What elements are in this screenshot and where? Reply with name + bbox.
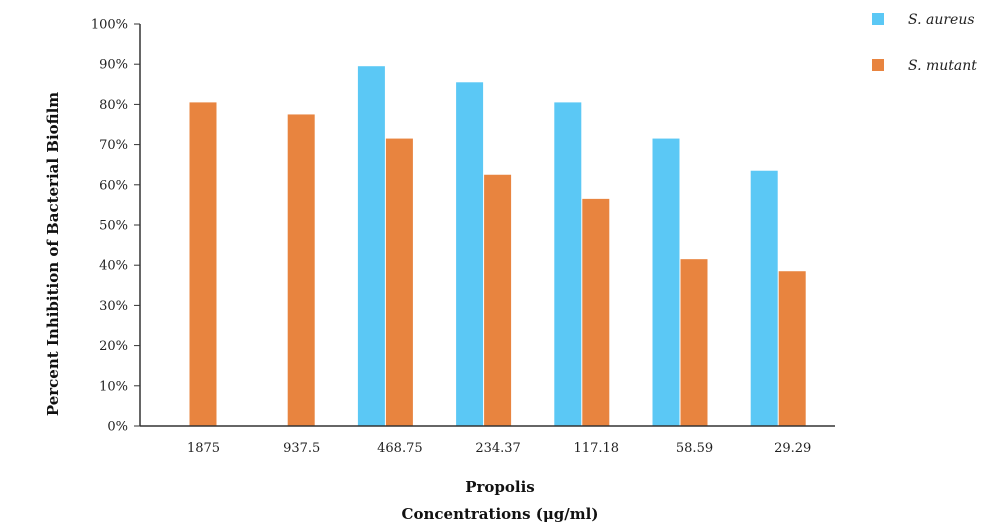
legend: S. aureus S. mutant (872, 12, 977, 74)
bar-s-aureus-29_29 (750, 170, 778, 426)
y-tick-label: 90% (99, 58, 128, 73)
bar-s-mutant-234_37 (484, 174, 512, 426)
y-tick-label: 100% (91, 18, 128, 33)
y-tick-label: 20% (99, 339, 128, 354)
y-tick-label: 50% (99, 219, 128, 234)
x-tick-label: 468.75 (377, 441, 423, 456)
x-tick-label: 1875 (187, 441, 220, 456)
bar-s-mutant-117_18 (582, 198, 610, 426)
legend-swatch (872, 59, 884, 71)
bar-s-mutant-937_5 (287, 114, 315, 426)
bars (189, 66, 806, 427)
y-tick-label: 60% (99, 178, 128, 193)
y-tick-label: 10% (99, 379, 128, 394)
x-axis-category-labels: 1875 937.5 468.75 234.37 117.18 58.59 29.29 (187, 441, 811, 456)
y-axis-title: Percent Inhibition of Bacterial Biofilm (44, 92, 62, 416)
legend-label: S. aureus (908, 12, 975, 28)
bar-s-mutant-1875 (189, 102, 217, 426)
bar-s-mutant-58_59 (680, 259, 708, 426)
bar-s-mutant-29_29 (778, 271, 806, 426)
bar-s-mutant-468_75 (385, 138, 413, 426)
legend-swatch (872, 13, 884, 25)
y-tick-label: 0% (107, 420, 128, 435)
bar-s-aureus-58_59 (652, 138, 680, 426)
bar-s-aureus-468_75 (357, 66, 385, 427)
x-tick-label: 937.5 (283, 441, 320, 456)
bar-s-aureus-117_18 (554, 102, 582, 426)
x-tick-label: 29.29 (774, 441, 811, 456)
y-tick-label: 40% (99, 259, 128, 274)
x-axis-title-line2: Concentrations (μg/ml) (402, 505, 599, 523)
y-tick-label: 70% (99, 138, 128, 153)
x-tick-label: 117.18 (574, 441, 620, 456)
y-tick-label: 80% (99, 98, 128, 113)
y-tick-label: 30% (99, 299, 128, 314)
x-tick-label: 234.37 (475, 441, 521, 456)
y-axis-ticks: 0% 10% 20% 30% 40% 50% 60% 70% 80% 90% 100% (91, 18, 140, 435)
bar-s-aureus-234_37 (456, 82, 484, 426)
legend-label: S. mutant (908, 58, 977, 74)
x-axis-title-line1: Propolis (465, 478, 535, 496)
x-tick-label: 58.59 (676, 441, 713, 456)
